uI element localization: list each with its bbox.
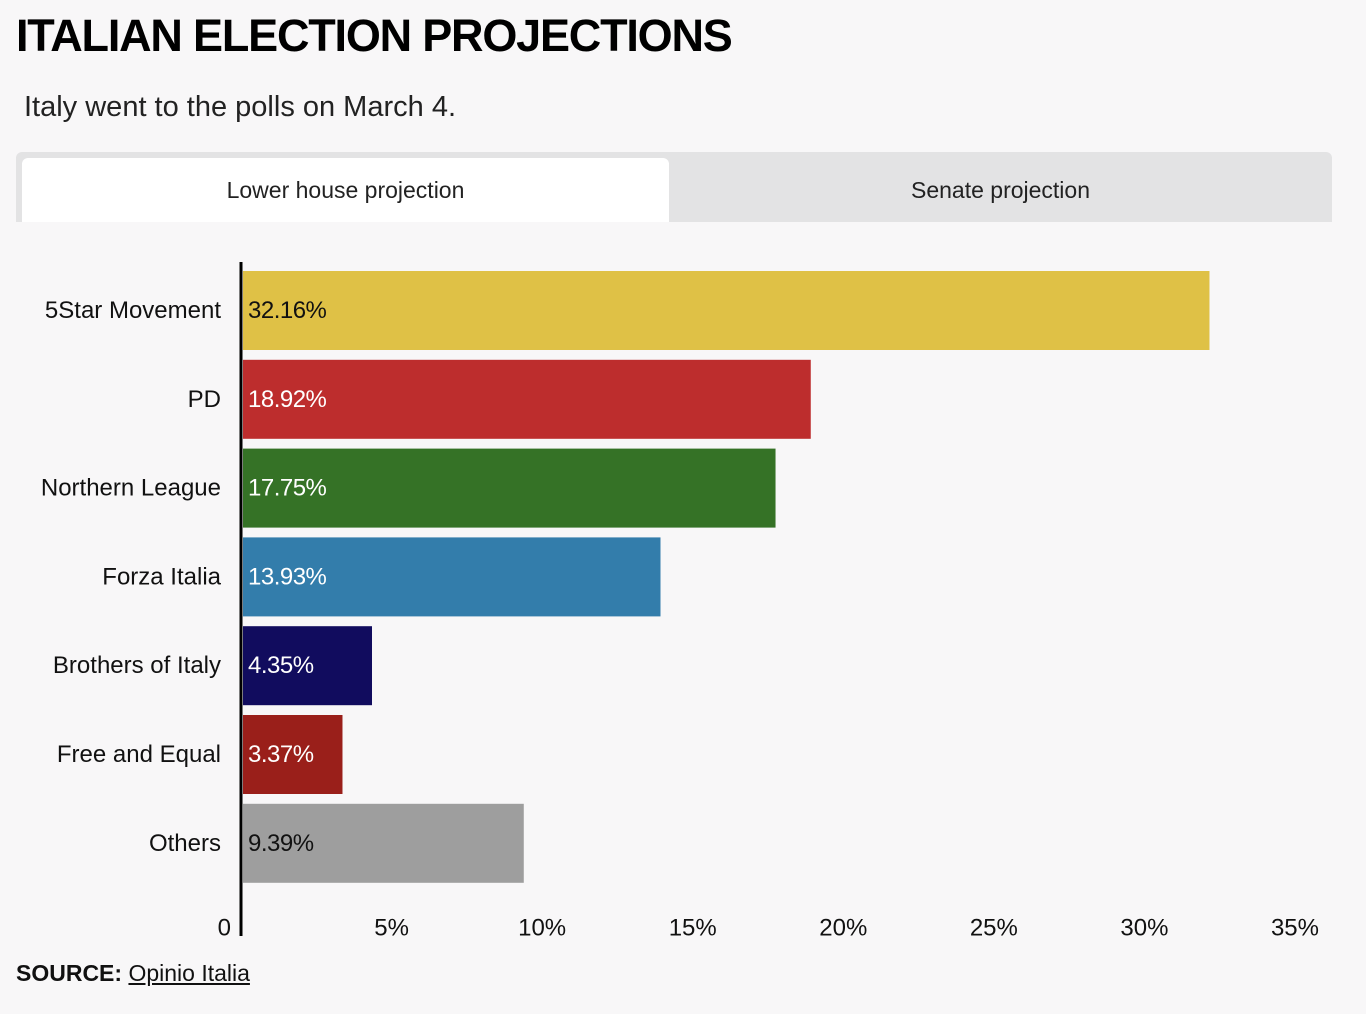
value-label: 3.37% [248, 741, 314, 768]
category-label: Forza Italia [102, 563, 221, 590]
tab-senate[interactable]: Senate projection [910, 177, 1090, 203]
value-label: 32.16% [248, 297, 327, 324]
bar [243, 537, 661, 617]
bar [243, 715, 343, 794]
bar [243, 359, 811, 439]
category-label: Northern League [41, 475, 221, 502]
source-link[interactable]: Opinio Italia [128, 960, 250, 986]
category-label: PD [188, 386, 221, 413]
bar-chart: 5Star Movement 32.16% PD 18.92% Northern Lea… [41, 262, 1319, 941]
bar [243, 803, 524, 883]
tab-lower-house[interactable]: Lower house projection [22, 158, 669, 222]
category-label: Brothers of Italy [53, 652, 221, 679]
x-tick-label: 25% [970, 915, 1018, 941]
x-tick-label: 15% [669, 915, 717, 941]
category-label: Others [149, 830, 221, 857]
x-tick-label: 5% [374, 915, 409, 941]
chart-subtitle: Italy went to the polls on March 4. [24, 91, 456, 123]
source-line: SOURCE: Opinio Italia [16, 958, 250, 988]
value-label: 4.35% [248, 652, 314, 679]
x-tick-label: 10% [518, 915, 566, 941]
x-tick-label: 35% [1271, 915, 1319, 941]
value-label: 17.75% [248, 475, 327, 502]
x-tick-label: 30% [1120, 915, 1168, 941]
category-label: 5Star Movement [45, 297, 221, 324]
source-label: SOURCE: [16, 960, 123, 986]
value-label: 18.92% [248, 386, 327, 413]
value-label: 9.39% [248, 830, 314, 857]
bar [243, 626, 372, 706]
x-tick-label: 20% [819, 915, 867, 941]
bar [243, 271, 1210, 350]
bar [243, 448, 776, 528]
x-tick-label: 0 [218, 915, 231, 941]
category-label: Free and Equal [57, 741, 221, 768]
tab-bar: Lower house projection Senate projection [16, 152, 1332, 222]
chart-title: ITALIAN ELECTION PROJECTIONS [16, 10, 733, 61]
value-label: 13.93% [248, 563, 327, 590]
